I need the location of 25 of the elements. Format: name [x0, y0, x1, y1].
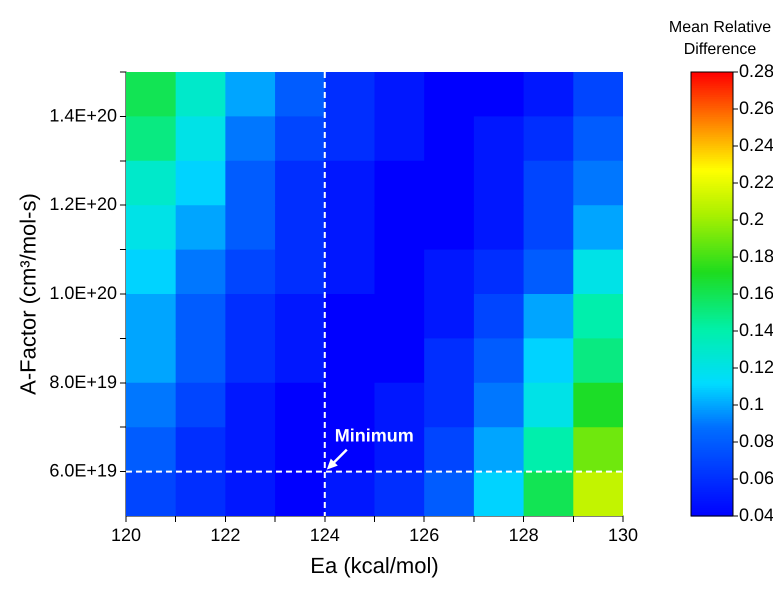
y-tick-label: 8.0E+19: [49, 372, 117, 392]
y-axis-title: A-Factor (cm³/mol-s): [15, 193, 40, 395]
y-tick-label: 6.0E+19: [49, 460, 117, 481]
x-tick-label: 128: [508, 524, 539, 545]
color-bar-label: 0.12: [739, 356, 774, 377]
x-tick-label: 126: [409, 524, 440, 545]
color-bar-label: 0.18: [739, 246, 774, 266]
color-bar-label: 0.1: [739, 394, 764, 414]
color-bar-label: 0.28: [739, 60, 774, 81]
color-bar-title: Mean Relative Difference: [668, 19, 772, 58]
x-axis-title: Ea (kcal/mol): [310, 552, 439, 578]
color-bar-label: 0.16: [739, 282, 774, 303]
color-bar-label: 0.22: [739, 172, 774, 192]
annotation: Minimum: [334, 426, 414, 446]
x-tick-label: 130: [608, 524, 638, 545]
y-tick-label: 1.2E+20: [49, 194, 117, 214]
y-tick-label: 1.4E+20: [49, 105, 117, 126]
color-bar-label: 0.08: [739, 430, 774, 451]
color-bar-label: 0.06: [739, 468, 774, 488]
color-bar-label: 0.26: [739, 98, 774, 118]
x-tick-label: 122: [210, 524, 240, 545]
color-bar-label: 0.2: [739, 208, 764, 229]
x-tick-label: 120: [110, 524, 141, 545]
x-tick-label: 124: [310, 524, 340, 545]
y-tick-label: 1.0E+20: [49, 282, 117, 303]
